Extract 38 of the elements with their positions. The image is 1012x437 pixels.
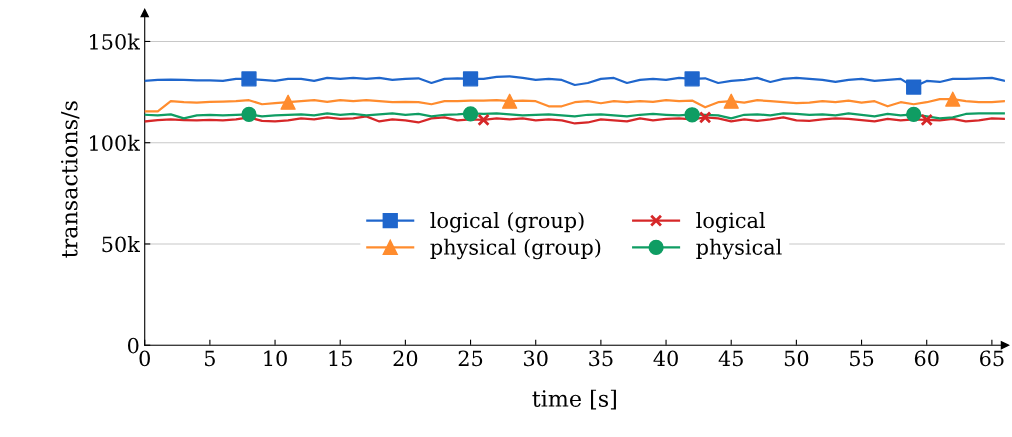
x-tick-label: 25 [458,350,483,367]
point [698,111,712,124]
point [945,91,961,107]
point [684,107,700,123]
x-tick-label: 55 [850,350,874,367]
x-tick-label: 5 [205,350,215,367]
x-tick-label: 15 [329,350,352,367]
y-axis-title: transactions/s [60,101,80,258]
legend-label: logical [696,212,766,233]
x-tick-label: 20 [393,350,418,367]
x-tick-label: 50 [784,350,809,367]
point [462,106,479,122]
x-tick-label: 60 [914,350,939,367]
point [723,93,739,109]
y-tick-label: 100k [90,134,140,151]
x-tick-label: 10 [264,350,287,367]
x-tick-label: 30 [524,350,548,367]
y-tick-label: 50k [102,236,140,253]
legend-label: physical [696,238,782,260]
point [280,94,296,110]
point [906,79,922,95]
x-tick-label: 65 [980,350,1004,367]
point [241,71,257,87]
x-axis-title: time [s] [532,389,616,410]
legend-label: logical (group) [430,212,584,233]
point [502,93,518,109]
point [684,71,700,87]
y-tick-label: 0 [127,337,139,354]
point [477,113,490,127]
x-tick-label: 45 [718,350,743,367]
point [906,106,922,123]
x-tick-label: 35 [589,350,613,367]
legend-label: physical (group) [430,238,601,260]
point [920,113,933,127]
point [241,106,257,123]
y-tick-label: 150k [90,33,140,50]
point [462,71,479,87]
x-tick-label: 40 [653,350,678,367]
